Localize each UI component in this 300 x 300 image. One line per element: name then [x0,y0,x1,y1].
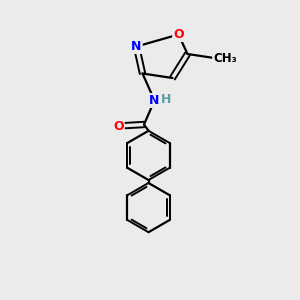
Text: N: N [131,40,142,53]
Text: O: O [173,28,184,41]
Text: CH₃: CH₃ [213,52,237,65]
Text: N: N [149,94,160,107]
Text: O: O [113,119,124,133]
Text: H: H [161,93,171,106]
